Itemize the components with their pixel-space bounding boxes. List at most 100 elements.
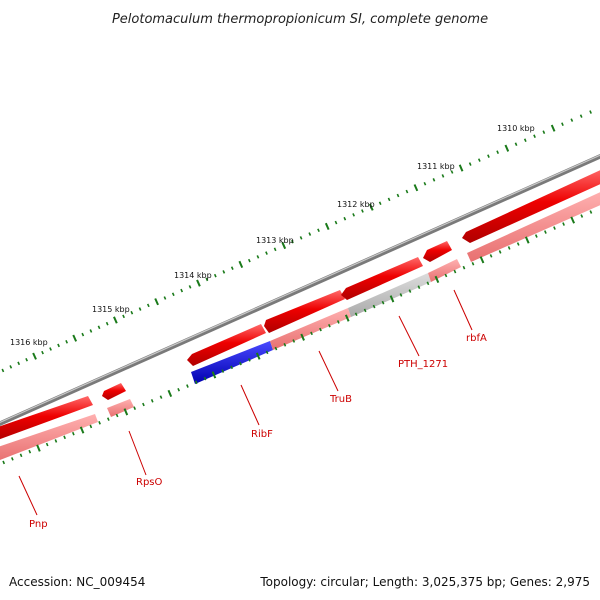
scale-tick-46 [378,201,382,206]
inner-tick-30 [255,352,261,360]
inner-tick-50 [434,275,440,284]
gene-trub-forward[interactable] [264,290,345,333]
secondary-gene-track [0,190,600,461]
scale-tick-55 [458,164,464,172]
inner-tick-60 [524,236,530,244]
scale-tick-45 [368,203,374,211]
scale-tick-20 [154,298,159,306]
leader-pnp [18,475,38,516]
inner-tick-64 [562,222,565,226]
inner-tick-15 [123,408,129,416]
band-ribf[interactable] [191,341,273,384]
scale-tick-28 [222,270,226,274]
leader-ribf [240,384,260,426]
scale-tick-56 [468,162,472,166]
inner-tick-66 [580,214,584,218]
scale-tick-63 [533,134,536,139]
inner-tick-63 [553,226,556,230]
gene-pth1271-forward[interactable] [341,257,423,300]
gene-rpso-forward[interactable] [102,383,126,400]
inner-tick-29 [247,358,251,362]
inner-tick-58 [507,246,511,250]
scale-tick-42 [343,216,347,221]
inner-tick-39 [336,320,340,324]
scale-labels: 1310 kbp 1311 kbp 1312 kbp 1313 kbp 1314… [10,124,535,347]
inner-tick-21 [177,387,180,392]
kbp-label-1310: 1310 kbp [497,124,535,133]
scale-tick-10 [72,334,78,342]
scale-tick-24 [188,285,192,289]
inner-tick-1 [2,460,6,465]
leader-rpso [128,430,147,476]
scale-tick-9 [65,340,69,344]
gene-pnp-forward[interactable] [0,396,93,441]
band-rbfa[interactable] [428,259,461,282]
band-rpso [107,399,134,417]
inner-tick-25 [211,371,217,379]
scale-tick-36 [291,239,294,244]
kbp-label-1313: 1313 kbp [256,236,294,245]
inner-tick-37 [319,327,322,332]
inner-tick-26 [221,369,225,373]
inner-tick-24 [203,376,207,381]
scale-tick-68 [579,114,583,118]
topology-text: Topology: circular; Length: 3,025,375 bp… [259,575,590,589]
scale-tick-17 [130,310,134,315]
inner-tick-34 [292,339,296,343]
scale-tick-32 [256,255,260,259]
scale-tick-38 [308,232,312,236]
gene-next-forward[interactable] [462,168,600,243]
inner-tick-53 [462,265,466,270]
inner-tick-47 [408,289,412,293]
inner-tick-56 [489,254,493,258]
inner-tick-2 [11,457,14,461]
scale-tick-64 [542,130,546,134]
scale-tick-43 [352,213,355,217]
gene-label-rbfa[interactable]: rbfA [466,333,487,344]
inner-tick-41 [354,312,358,317]
gene-label-pnp[interactable]: Pnp [29,519,48,530]
scale-tick-34 [273,247,277,252]
gene-label-pth1271[interactable]: PTH_1271 [398,359,448,370]
inner-tick-67 [589,210,593,214]
scale-tick-52 [432,178,436,182]
inner-tick-8 [63,435,66,440]
gene-rbfa-forward[interactable] [423,241,452,262]
band-next[interactable] [467,190,600,262]
scale-tick-1 [1,368,5,373]
band-pth1271[interactable] [348,273,431,317]
gene-label-ribf[interactable]: RibF [251,429,273,440]
band-trub[interactable] [270,308,351,350]
scale-tick-35 [281,241,287,250]
scale-ticks [1,110,592,373]
scale-tick-15 [113,316,118,324]
scale-tick-3 [17,361,21,366]
scale-tick-59 [496,150,500,154]
kbp-label-1314: 1314 kbp [174,271,212,280]
inner-tick-9 [71,431,75,436]
inner-tick-4 [28,449,32,454]
inner-tick-54 [471,261,475,266]
scale-tick-57 [477,158,481,162]
leader-pth1271 [398,315,420,357]
inner-tick-46 [399,293,403,297]
scale-tick-44 [361,209,364,213]
scale-tick-4 [25,357,28,362]
inner-tick-27 [230,365,233,370]
gene-label-trub[interactable]: TruB [329,394,352,405]
scale-tick-8 [57,343,60,348]
accession-text: Accession: NC_009454 [9,575,145,589]
kbp-label-1315: 1315 kbp [92,305,130,314]
scale-tick-37 [299,236,303,240]
gene-label-rpso[interactable]: RpsO [136,477,163,488]
scale-tick-22 [171,292,175,297]
scale-tick-33 [265,251,268,255]
inner-tick-65 [570,216,576,224]
kbp-label-1312: 1312 kbp [337,200,375,209]
scale-tick-67 [570,118,574,122]
genome-backbone [0,154,600,427]
genome-backbone-highlight [0,154,600,424]
gene-ribf-forward[interactable] [187,324,266,366]
kbp-label-1316: 1316 kbp [10,338,48,347]
forward-strand-genes [0,168,600,441]
